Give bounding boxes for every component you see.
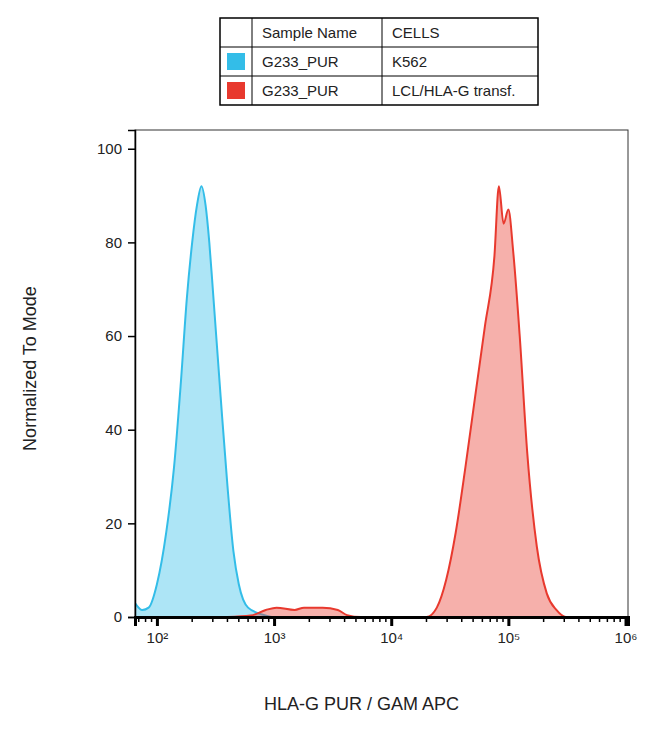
y-tick: 80 (105, 234, 135, 251)
y-tick-mark (128, 148, 135, 150)
plot-frame (135, 130, 628, 617)
x-minor-tick (502, 617, 504, 622)
x-minor-tick (613, 617, 615, 622)
x-minor-tick (472, 617, 474, 622)
x-minor-tick (262, 617, 264, 622)
legend: Sample Name CELLS G233_PUR K562 G233_PUR LCL/… (220, 18, 538, 105)
x-minor-tick (151, 617, 153, 622)
x-minor-tick (461, 617, 463, 622)
x-tick-mark (156, 617, 159, 626)
chart: 10² 10³ 10⁴ 10⁵ 10⁶ 0 20 40 60 80 100 HLA-G PUR / G… (0, 0, 650, 730)
x-tick-mark (625, 617, 628, 626)
legend-rule (220, 47, 538, 48)
legend-entry: G233_PUR (262, 82, 339, 99)
y-tick: 100 (97, 140, 135, 157)
x-minor-tick (590, 617, 592, 622)
x-tick: 10⁶ (615, 617, 638, 646)
legend-swatch (227, 82, 245, 99)
x-minor-tick (543, 617, 545, 622)
x-minor-tick (385, 617, 387, 622)
x-minor-tick (238, 617, 240, 622)
y-tick-mark (128, 429, 135, 431)
y-tick-mark (128, 336, 135, 338)
x-minor-tick (268, 617, 270, 622)
x-minor-tick (578, 617, 580, 622)
x-minor-tick (372, 617, 374, 622)
legend-rule (382, 18, 383, 105)
x-tick-label: 10² (147, 629, 169, 646)
series-area (227, 186, 625, 617)
x-minor-tick (138, 617, 140, 622)
legend-rule (252, 18, 253, 105)
legend-rule (220, 76, 538, 77)
x-tick-mark (273, 617, 276, 626)
x-minor-tick (344, 617, 346, 622)
x-minor-tick (191, 617, 193, 622)
x-minor-tick (489, 617, 491, 622)
x-minor-tick (564, 617, 566, 622)
x-minor-tick (145, 617, 147, 622)
x-minor-tick (426, 617, 428, 622)
series-area (135, 186, 626, 617)
legend-header: CELLS (392, 24, 440, 41)
legend-box (220, 18, 538, 105)
x-tick-label: 10³ (264, 629, 286, 646)
legend-header: Sample Name (262, 24, 357, 41)
plot-area (135, 186, 626, 617)
y-axis-line (128, 131, 136, 618)
x-minor-tick (379, 617, 381, 622)
x-minor-tick (212, 617, 214, 622)
y-tick: 60 (105, 327, 135, 344)
y-tick-mark (128, 242, 135, 244)
y-axis: 0 20 40 60 80 100 (97, 131, 136, 626)
x-tick: 10³ (264, 617, 286, 646)
x-minor-tick (364, 617, 366, 622)
y-tick-mark (128, 617, 135, 619)
x-minor-tick (227, 617, 229, 622)
x-minor-ticks (139, 617, 620, 622)
y-tick-label: 80 (105, 234, 122, 251)
x-tick-label: 10⁶ (615, 629, 638, 646)
x-minor-tick (355, 617, 357, 622)
legend-entry: G233_PUR (262, 53, 339, 70)
legend-swatch (227, 53, 245, 70)
y-tick: 0 (114, 608, 135, 625)
y-axis-title: Normalized To Mode (20, 286, 40, 451)
y-tick-label: 60 (105, 327, 122, 344)
x-minor-tick (247, 617, 249, 622)
series-line (135, 186, 626, 617)
x-tick-label: 10⁵ (497, 629, 520, 646)
x-tick-label: 10⁴ (380, 629, 403, 646)
x-minor-tick (496, 617, 498, 622)
y-tick-label: 40 (105, 421, 122, 438)
y-tick-label: 0 (114, 608, 122, 625)
y-tick: 40 (105, 421, 135, 438)
x-minor-tick (619, 617, 621, 622)
x-axis-line (136, 618, 629, 627)
x-axis-title: HLA-G PUR / GAM APC (264, 694, 459, 714)
x-tick-mark (390, 617, 393, 626)
x-axis: 10² 10³ 10⁴ 10⁵ 10⁶ (136, 617, 638, 646)
y-tick-label: 20 (105, 515, 122, 532)
x-minor-tick (599, 617, 601, 622)
x-minor-tick (607, 617, 609, 622)
x-tick: 10⁵ (497, 617, 520, 646)
legend-cells: K562 (392, 53, 427, 70)
series-line (227, 186, 625, 617)
legend-cells: LCL/HLA-G transf. (392, 82, 515, 99)
x-tick: 10² (147, 617, 169, 646)
x-minor-tick (255, 617, 257, 622)
x-tick-mark (507, 617, 510, 626)
x-minor-tick (482, 617, 484, 622)
x-minor-tick (446, 617, 448, 622)
x-minor-tick (309, 617, 311, 622)
y-tick: 20 (105, 515, 135, 532)
y-tick-mark (128, 523, 135, 525)
x-tick: 10⁴ (380, 617, 403, 646)
y-tick-label: 100 (97, 140, 122, 157)
x-minor-tick (329, 617, 331, 622)
